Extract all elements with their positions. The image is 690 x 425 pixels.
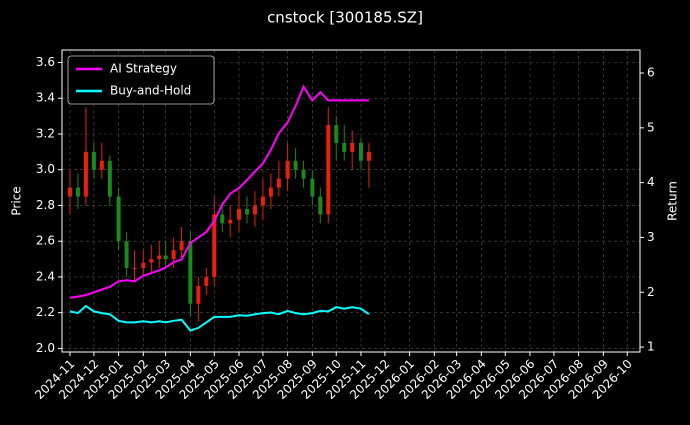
- candle-body: [268, 187, 273, 197]
- candle-body: [285, 160, 290, 179]
- candle-body: [163, 255, 168, 260]
- candle-body: [236, 209, 241, 220]
- y2-axis-label: Return: [666, 181, 680, 221]
- candle-body: [260, 196, 265, 206]
- y-tick-label: 3.4: [36, 91, 55, 105]
- series-line: [69, 304, 370, 332]
- y2-tick-label: 6: [647, 66, 655, 80]
- candle-body: [107, 160, 112, 197]
- y2-tick-label: 1: [647, 340, 655, 354]
- candle-body: [342, 142, 347, 152]
- legend-label: Buy-and-Hold: [110, 84, 191, 98]
- y-tick-label: 2.8: [36, 198, 55, 212]
- candle-body: [334, 125, 339, 143]
- candle-body: [179, 241, 184, 251]
- candle-body: [188, 241, 193, 304]
- candle-body: [293, 160, 298, 170]
- candle-body: [91, 151, 96, 170]
- y-tick-label: 2.6: [36, 234, 55, 248]
- y2-tick-label: 5: [647, 120, 655, 134]
- candle-body: [124, 241, 129, 269]
- legend: AI Strategy Buy-and-Hold: [67, 55, 215, 105]
- candle-body: [366, 151, 371, 161]
- candle-body: [157, 255, 162, 260]
- legend-box: [67, 55, 215, 105]
- legend-label: AI Strategy: [110, 62, 177, 76]
- candle-body: [318, 196, 323, 215]
- candle-body: [75, 187, 80, 197]
- candle-body: [141, 262, 146, 269]
- candle-body: [326, 125, 331, 215]
- candle-body: [171, 250, 176, 260]
- candle-body: [301, 169, 306, 179]
- candle-body: [252, 205, 257, 215]
- plot-frame: [61, 49, 641, 353]
- candle-body: [350, 142, 355, 152]
- y-tick-label: 3.0: [36, 162, 55, 176]
- chart-title: cnstock [300185.SZ]: [267, 9, 423, 27]
- candle-body: [244, 209, 249, 215]
- candle-body: [83, 151, 88, 197]
- candle-body: [220, 214, 225, 224]
- marks: [67, 84, 371, 332]
- y-tick-label: 3.6: [36, 55, 55, 69]
- candle-body: [67, 187, 72, 197]
- y-tick-label: 2.4: [36, 269, 55, 283]
- candle-body: [310, 178, 315, 197]
- candle-body: [276, 178, 281, 188]
- candle-body: [358, 142, 363, 161]
- y-tick-label: 2.2: [36, 305, 55, 319]
- candle-body: [116, 196, 121, 242]
- candle-body: [149, 259, 154, 263]
- y-tick-label: 2.0: [36, 341, 55, 355]
- candle-body: [204, 276, 209, 286]
- candle-body: [228, 219, 233, 224]
- y-axis-label: Price: [10, 186, 24, 215]
- candle-body: [99, 160, 104, 170]
- candle-body: [196, 285, 201, 304]
- y2-tick-label: 4: [647, 175, 655, 189]
- y2-tick-label: 3: [647, 230, 655, 244]
- candle-body: [132, 268, 137, 270]
- y2-tick-label: 2: [647, 285, 655, 299]
- y-tick-label: 3.2: [36, 126, 55, 140]
- candle-body: [212, 214, 217, 277]
- series-line: [69, 84, 369, 299]
